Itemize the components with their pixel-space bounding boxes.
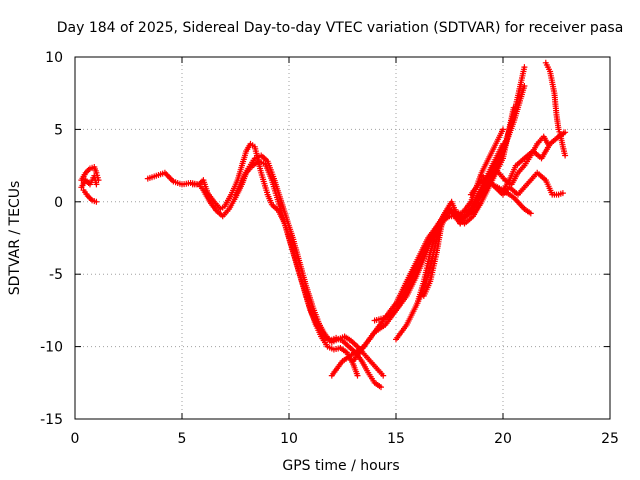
data-point-marker	[559, 190, 566, 197]
series-layer	[78, 59, 569, 391]
y-tick-label: 10	[45, 50, 63, 66]
y-tick-label: 5	[54, 122, 63, 138]
data-point-marker	[521, 83, 528, 89]
data-series	[78, 164, 102, 184]
data-series	[420, 198, 464, 299]
x-axis-label: GPS time / hours	[282, 458, 399, 474]
y-tick-label: -5	[49, 267, 63, 283]
x-tick-label: 15	[387, 431, 405, 447]
data-point-marker	[378, 384, 384, 391]
data-point-marker	[521, 64, 528, 71]
y-axis-label: SDTVAR / TECUs	[7, 181, 23, 296]
data-point-marker	[93, 181, 100, 188]
data-series	[500, 129, 569, 194]
data-series	[542, 59, 569, 159]
series-line	[330, 128, 505, 377]
data-point-marker	[510, 104, 517, 111]
plot-frame	[74, 56, 611, 420]
x-tick-label: 10	[280, 431, 298, 447]
y-tick-label: -15	[40, 412, 63, 428]
y-tick-label: 0	[54, 195, 63, 211]
data-point-marker	[562, 129, 569, 136]
series-line	[234, 154, 385, 377]
data-point-marker	[354, 372, 361, 379]
data-point-marker	[380, 372, 387, 379]
data-point-marker	[562, 152, 569, 159]
data-series	[328, 126, 506, 379]
data-series	[80, 187, 100, 205]
data-series	[489, 133, 551, 188]
data-series	[478, 172, 534, 217]
data-point-marker	[527, 210, 534, 217]
data-point-marker	[93, 198, 100, 205]
x-tick-label: 0	[71, 431, 80, 447]
axis-ticks: 0 5 10 15 20 25 -15 -10 -5 0 5 10	[40, 50, 619, 447]
x-tick-label: 25	[601, 431, 619, 447]
x-tick-label: 5	[178, 431, 187, 447]
data-point-marker	[500, 140, 506, 147]
data-point-marker	[500, 126, 506, 133]
x-tick-label: 20	[494, 431, 512, 447]
data-series	[78, 172, 100, 191]
chart-title: Day 184 of 2025, Sidereal Day-to-day VTE…	[57, 20, 624, 36]
y-tick-label: -10	[40, 340, 63, 356]
data-point-marker	[457, 220, 464, 227]
data-series	[144, 140, 361, 379]
